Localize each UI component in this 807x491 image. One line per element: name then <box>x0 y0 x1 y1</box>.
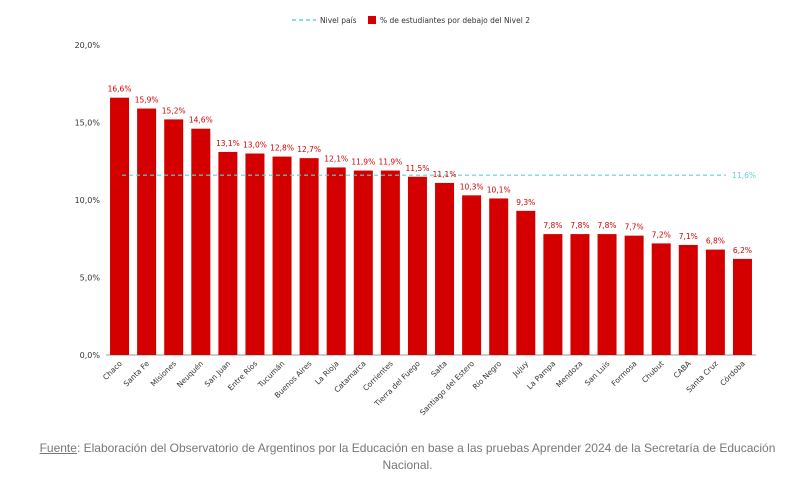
data-label: 11,9% <box>378 158 402 167</box>
category-label: Neuquén <box>175 359 205 389</box>
bar <box>462 195 482 355</box>
bar <box>299 158 319 355</box>
data-label: 9,3% <box>516 198 535 207</box>
data-label: 13,0% <box>243 141 267 150</box>
bar <box>543 234 563 355</box>
bar <box>435 182 455 355</box>
legend-label: % de estudiantes por debajo del Nivel 2 <box>380 16 530 25</box>
bar <box>380 170 400 355</box>
category-label: La Rioja <box>313 359 340 386</box>
data-label: 7,7% <box>625 223 644 232</box>
data-label: 6,8% <box>706 237 725 246</box>
category-label: Chubut <box>640 359 666 385</box>
category-label: Tierra del Fuego <box>372 359 422 409</box>
y-tick-label: 15,0% <box>75 119 101 128</box>
category-label: Santiago del Estero <box>418 359 476 417</box>
data-label: 7,8% <box>570 221 589 230</box>
data-label: 7,8% <box>598 221 617 230</box>
category-label: Formosa <box>610 359 639 388</box>
bar <box>191 128 211 355</box>
bar <box>489 198 509 355</box>
data-label: 12,7% <box>297 145 321 154</box>
data-label: 11,5% <box>406 164 430 173</box>
bar <box>110 97 130 355</box>
reference-line-label: 11,6% <box>732 171 756 180</box>
bar <box>407 176 427 355</box>
source-prefix: Fuente <box>39 441 77 455</box>
y-tick-label: 5,0% <box>80 274 101 283</box>
category-label: Salta <box>429 359 449 379</box>
data-label: 7,8% <box>543 221 562 230</box>
bar <box>245 153 265 355</box>
y-tick-label: 20,0% <box>75 41 101 50</box>
legend-label: Nivel país <box>320 16 357 25</box>
bar <box>218 151 238 355</box>
category-label: Mendoza <box>554 359 584 389</box>
bar <box>705 249 725 355</box>
data-label: 13,1% <box>216 139 240 148</box>
data-label: 10,1% <box>487 185 511 194</box>
bar <box>651 243 671 355</box>
bar <box>516 210 536 355</box>
bar <box>624 235 644 355</box>
bar <box>353 170 373 355</box>
source-text: : Elaboración del Observatorio de Argent… <box>76 441 776 472</box>
category-label: Santa Fe <box>122 359 152 389</box>
bar <box>164 119 184 356</box>
category-label: Misiones <box>149 359 178 388</box>
legend-bar-swatch <box>368 16 376 24</box>
bar-chart: 0,0% 5,0% 10,0% 15,0% 20,0% 11,6% 16,6%15,9%15… <box>75 16 756 417</box>
category-label: CABA <box>672 358 694 380</box>
data-label: 7,2% <box>652 230 671 239</box>
bar <box>732 258 752 355</box>
category-label: Chaco <box>101 359 124 382</box>
category-label: San Luis <box>583 359 612 388</box>
category-label: La Pampa <box>525 359 557 391</box>
bar <box>137 108 157 355</box>
category-label: Entre Ríos <box>226 359 259 392</box>
data-label: 12,8% <box>270 144 294 153</box>
data-label: 6,2% <box>733 246 752 255</box>
data-label: 16,6% <box>108 85 132 94</box>
data-label: 11,9% <box>351 158 375 167</box>
data-label: 15,2% <box>162 106 186 115</box>
category-label: Córdoba <box>718 359 747 388</box>
y-tick-label: 0,0% <box>80 351 101 360</box>
data-label: 14,6% <box>189 116 213 125</box>
data-label: 7,1% <box>679 232 698 241</box>
data-label: 15,9% <box>135 96 159 105</box>
bar <box>678 244 698 355</box>
data-label: 11,1% <box>433 170 457 179</box>
category-label: Jujuy <box>510 359 530 379</box>
category-label: Río Negro <box>471 359 504 392</box>
data-label: 10,3% <box>460 182 484 191</box>
bar <box>326 167 346 355</box>
bar <box>570 234 590 355</box>
y-tick-label: 10,0% <box>75 196 101 205</box>
source-note: Fuente: Elaboración del Observatorio de … <box>18 440 797 474</box>
data-label: 12,1% <box>324 154 348 163</box>
bar <box>597 234 617 355</box>
bar <box>272 156 292 355</box>
